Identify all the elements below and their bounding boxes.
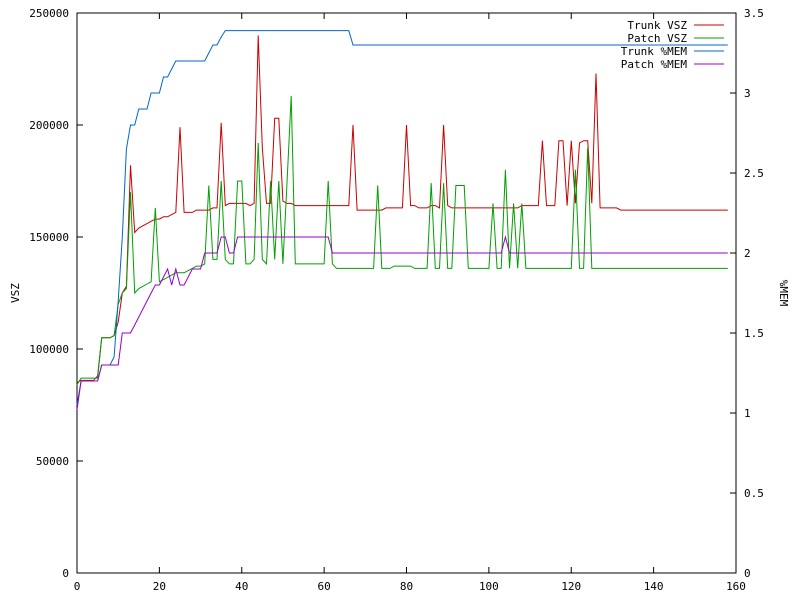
series-line-trunk-vsz <box>76 35 728 384</box>
y-right-tick-label: 2.5 <box>744 167 764 180</box>
x-axis-ticks: 0 20 40 60 80 100 120 140 160 <box>74 13 746 593</box>
y-right-tick-label: 3 <box>744 87 751 100</box>
series-line-trunk-pct-mem <box>76 30 728 406</box>
x-tick-label: 0 <box>74 580 81 593</box>
y-right-tick-label: 2 <box>744 247 751 260</box>
y-left-tick-label: 50000 <box>36 455 69 468</box>
y-left-tick-label: 200000 <box>29 119 69 132</box>
y-left-tick-label: 150000 <box>29 231 69 244</box>
x-tick-label: 40 <box>235 580 248 593</box>
y-right-tick-label: 0.5 <box>744 487 764 500</box>
plot-frame <box>76 12 737 574</box>
x-tick-label: 120 <box>561 580 581 593</box>
y-right-tick-label: 3.5 <box>744 7 764 20</box>
legend-label: Patch VSZ <box>627 32 687 45</box>
x-tick-label: 160 <box>726 580 746 593</box>
legend-label: Patch %MEM <box>621 58 688 71</box>
x-tick-label: 80 <box>400 580 413 593</box>
series-line-patch-vsz <box>76 95 728 386</box>
x-tick-label: 100 <box>479 580 499 593</box>
legend-label: Trunk VSZ <box>627 19 687 32</box>
y-right-axis-title: %MEM <box>777 280 790 307</box>
series-line-patch-pct-mem <box>76 235 728 410</box>
y-right-tick-label: 1 <box>744 407 751 420</box>
legend-label: Trunk %MEM <box>621 45 688 58</box>
y-left-tick-label: 100000 <box>29 343 69 356</box>
x-tick-label: 60 <box>318 580 331 593</box>
y-right-tick-label: 0 <box>744 567 751 580</box>
x-tick-label: 140 <box>644 580 664 593</box>
y-left-axis-ticks: 0 50000 100000 150000 200000 250000 <box>29 7 83 580</box>
y-left-tick-label: 0 <box>62 567 69 580</box>
y-left-axis-title: VSZ <box>9 283 22 303</box>
y-left-tick-label: 250000 <box>29 7 69 20</box>
series-lines <box>76 30 728 410</box>
y-right-tick-label: 1.5 <box>744 327 764 340</box>
x-tick-label: 20 <box>153 580 166 593</box>
y-right-axis-ticks: 0 0.5 1 1.5 2 2.5 3 3.5 <box>730 7 764 580</box>
